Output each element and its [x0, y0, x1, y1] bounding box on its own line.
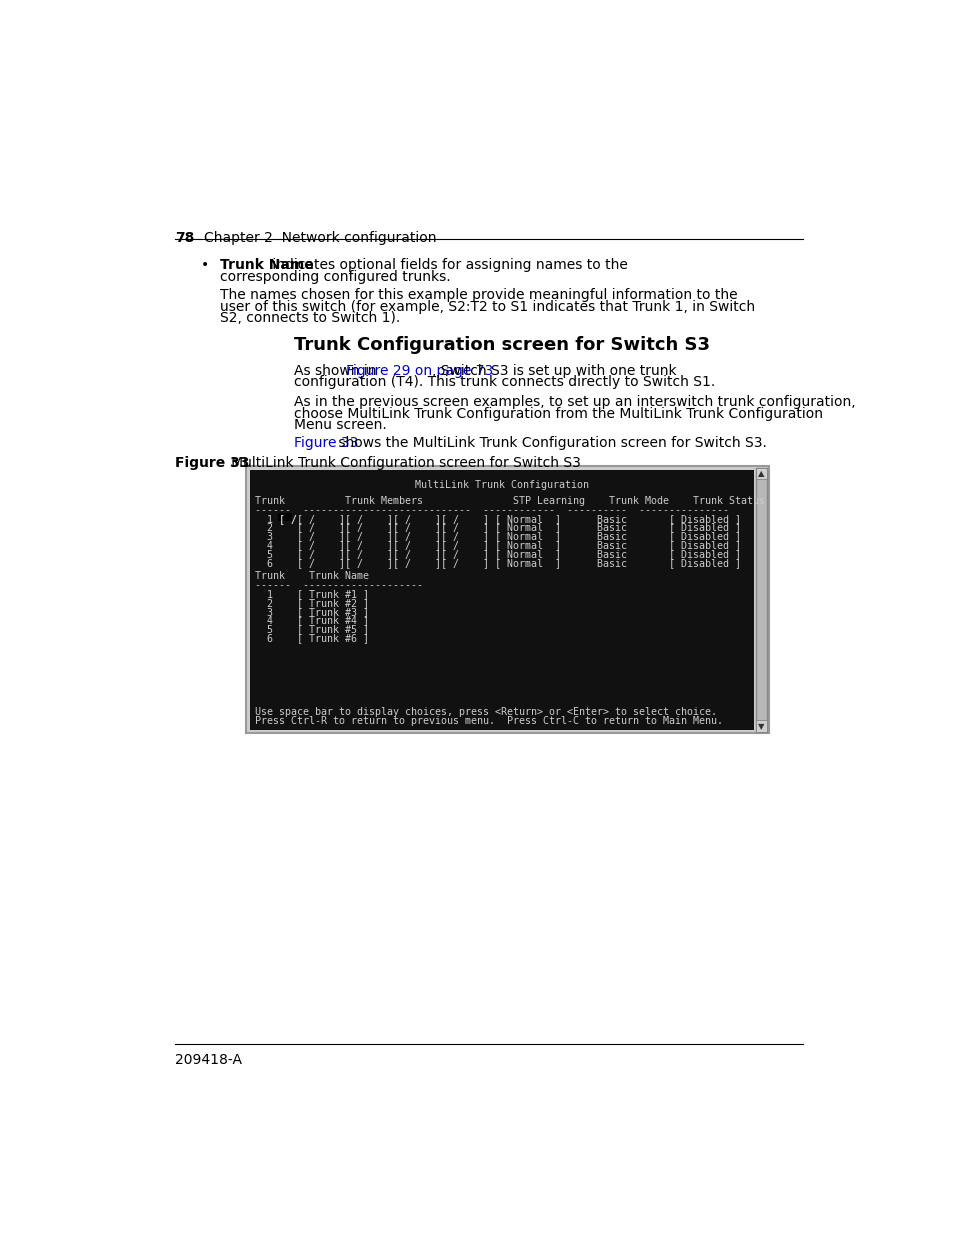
Text: indicates optional fields for assigning names to the: indicates optional fields for assigning … — [268, 258, 627, 272]
Text: Chapter 2  Network configuration: Chapter 2 Network configuration — [204, 231, 436, 246]
Text: Figure 33: Figure 33 — [174, 456, 249, 471]
Text: 4    [ /    ][ /    ][ /    ][ /    ] [ Normal  ]      Basic       [ Disabled ]: 4 [ / ][ / ][ / ][ / ] [ Normal ] Basic … — [254, 540, 740, 551]
Text: 2    [ /    ][ /    ][ /    ][ /    ] [ Normal  ]      Basic       [ Disabled ]: 2 [ / ][ / ][ / ][ / ] [ Normal ] Basic … — [254, 522, 740, 532]
Text: user of this switch (for example, S2:T2 to S1 indicates that Trunk 1, in Switch: user of this switch (for example, S2:T2 … — [220, 300, 755, 314]
Text: Figure 29 on page 73: Figure 29 on page 73 — [345, 364, 493, 378]
Text: ------  ----------------------------  ------------  ----------  ---------------: ------ ---------------------------- ----… — [254, 505, 728, 515]
Text: Trunk    Trunk Name: Trunk Trunk Name — [254, 572, 369, 582]
Text: Trunk Name: Trunk Name — [220, 258, 314, 272]
Text: 5    [ /    ][ /    ][ /    ][ /    ] [ Normal  ]      Basic       [ Disabled ]: 5 [ / ][ / ][ / ][ / ] [ Normal ] Basic … — [254, 550, 740, 559]
Text: 6    [ /    ][ /    ][ /    ][ /    ] [ Normal  ]      Basic       [ Disabled ]: 6 [ / ][ / ][ / ][ / ] [ Normal ] Basic … — [254, 558, 740, 568]
Text: shows the MultiLink Trunk Configuration screen for Switch S3.: shows the MultiLink Trunk Configuration … — [334, 436, 766, 451]
Text: [ /: [ / — [279, 514, 296, 524]
Text: choose MultiLink Trunk Configuration from the MultiLink Trunk Configuration: choose MultiLink Trunk Configuration fro… — [294, 406, 821, 421]
Text: , Switch S3 is set up with one trunk: , Switch S3 is set up with one trunk — [431, 364, 676, 378]
Text: Press Ctrl-R to return to previous menu.  Press Ctrl-C to return to Main Menu.: Press Ctrl-R to return to previous menu.… — [254, 716, 722, 726]
Text: S2, connects to Switch 1).: S2, connects to Switch 1). — [220, 311, 400, 326]
Text: MultiLink Trunk Configuration: MultiLink Trunk Configuration — [415, 480, 589, 490]
Text: Trunk          Trunk Members               STP Learning    Trunk Mode    Trunk S: Trunk Trunk Members STP Learning Trunk M… — [254, 496, 764, 506]
Text: The names chosen for this example provide meaningful information to the: The names chosen for this example provid… — [220, 288, 737, 303]
Text: 2    [ Trunk #2 ]: 2 [ Trunk #2 ] — [254, 598, 369, 608]
Text: As shown in: As shown in — [294, 364, 380, 378]
Text: 4    [ Trunk #4 ]: 4 [ Trunk #4 ] — [254, 615, 369, 626]
Text: configuration (T4). This trunk connects directly to Switch S1.: configuration (T4). This trunk connects … — [294, 375, 714, 389]
Text: Trunk Configuration screen for Switch S3: Trunk Configuration screen for Switch S3 — [294, 336, 709, 354]
Text: MultiLink Trunk Configuration screen for Switch S3: MultiLink Trunk Configuration screen for… — [217, 456, 580, 471]
Text: •: • — [200, 258, 209, 272]
Text: 3    [ /    ][ /    ][ /    ][ /    ] [ Normal  ]      Basic       [ Disabled ]: 3 [ / ][ / ][ / ][ / ] [ Normal ] Basic … — [254, 531, 740, 541]
Text: 6    [ Trunk #6 ]: 6 [ Trunk #6 ] — [254, 634, 369, 643]
Text: corresponding configured trunks.: corresponding configured trunks. — [220, 270, 450, 284]
Text: 209418-A: 209418-A — [174, 1053, 242, 1067]
Text: ▼: ▼ — [758, 721, 763, 731]
Bar — [755, 468, 766, 732]
Text: 78: 78 — [174, 231, 194, 246]
Bar — [755, 468, 766, 479]
Bar — [245, 466, 768, 734]
Text: Figure 33: Figure 33 — [294, 436, 357, 451]
Text: 5    [ Trunk #5 ]: 5 [ Trunk #5 ] — [254, 625, 369, 635]
Text: 1    [ /    ][ /    ][ /    ][ /    ] [ Normal  ]      Basic       [ Disabled ]: 1 [ / ][ / ][ / ][ / ] [ Normal ] Basic … — [254, 514, 740, 524]
Bar — [278, 513, 292, 521]
Text: 1    [ Trunk #1 ]: 1 [ Trunk #1 ] — [254, 589, 369, 599]
Text: Use space bar to display choices, press <Return> or <Enter> to select choice.: Use space bar to display choices, press … — [254, 708, 716, 718]
Bar — [250, 471, 753, 730]
Text: 3    [ Trunk #3 ]: 3 [ Trunk #3 ] — [254, 606, 369, 616]
Text: ------  --------------------: ------ -------------------- — [254, 580, 422, 590]
Bar — [755, 720, 766, 732]
Text: As in the previous screen examples, to set up an interswitch trunk configuration: As in the previous screen examples, to s… — [294, 395, 854, 409]
Text: ▲: ▲ — [758, 469, 763, 478]
Text: Menu screen.: Menu screen. — [294, 419, 386, 432]
